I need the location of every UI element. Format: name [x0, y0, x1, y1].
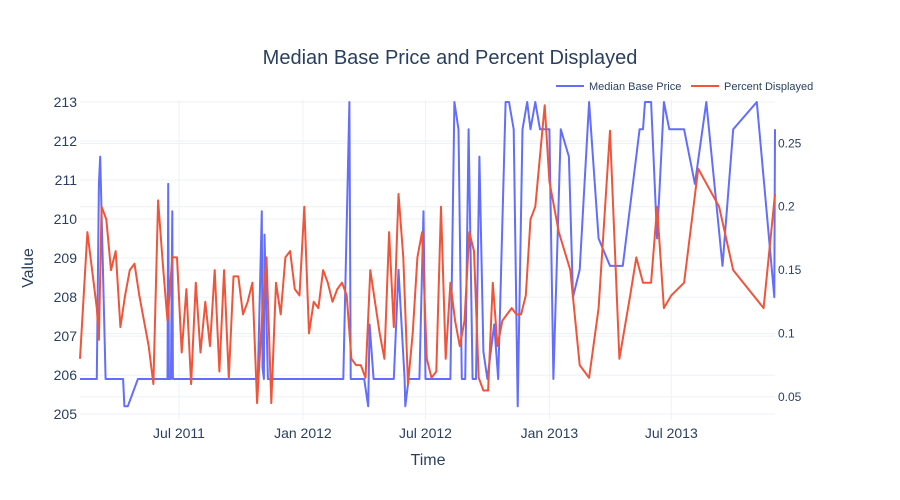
y-tick-label: 212	[54, 133, 78, 149]
x-axis-title: Time	[411, 452, 446, 469]
y-tick-label: 211	[55, 172, 78, 188]
y-tick-label: 205	[54, 406, 78, 422]
y-tick-label: 213	[54, 94, 78, 110]
y2-axis-ticks: 0.05 0.1 0.15 0.2 0.25	[778, 136, 802, 403]
x-tick-label: Jan 2013	[521, 425, 579, 441]
y2-tick-label: 0.2	[778, 200, 795, 214]
series-line-percent-displayed	[79, 104, 776, 405]
y2-tick-label: 0.15	[778, 263, 802, 277]
legend-label-median-base-price[interactable]: Median Base Price	[589, 81, 681, 93]
x-tick-label: Jul 2012	[399, 425, 452, 441]
y-axis-ticks: 205 206 207 208 209 210 211 212 213	[54, 94, 78, 422]
y2-tick-label: 0.1	[778, 326, 795, 340]
y-tick-label: 207	[54, 328, 78, 344]
y-tick-label: 208	[54, 289, 78, 305]
y-tick-label: 206	[54, 367, 78, 383]
legend-label-percent-displayed[interactable]: Percent Displayed	[724, 81, 813, 93]
y2-tick-label: 0.25	[778, 136, 802, 150]
y-tick-label: 209	[54, 250, 78, 266]
y-axis-title: Value	[20, 248, 37, 288]
x-axis-ticks: Jul 2011 Jan 2012 Jul 2012 Jan 2013 Jul 2013	[153, 425, 698, 441]
series-lines	[79, 101, 776, 408]
legend[interactable]: Median Base Price Percent Displayed	[556, 81, 813, 93]
x-tick-label: Jul 2011	[153, 425, 205, 441]
chart-title: Median Base Price and Percent Displayed	[263, 47, 638, 69]
x-tick-label: Jul 2013	[645, 425, 698, 441]
gridlines	[80, 100, 775, 420]
x-tick-label: Jan 2012	[274, 425, 332, 441]
series-line-median-base-price	[80, 101, 776, 408]
y2-tick-label: 0.05	[778, 390, 802, 404]
y-tick-label: 210	[54, 211, 78, 227]
